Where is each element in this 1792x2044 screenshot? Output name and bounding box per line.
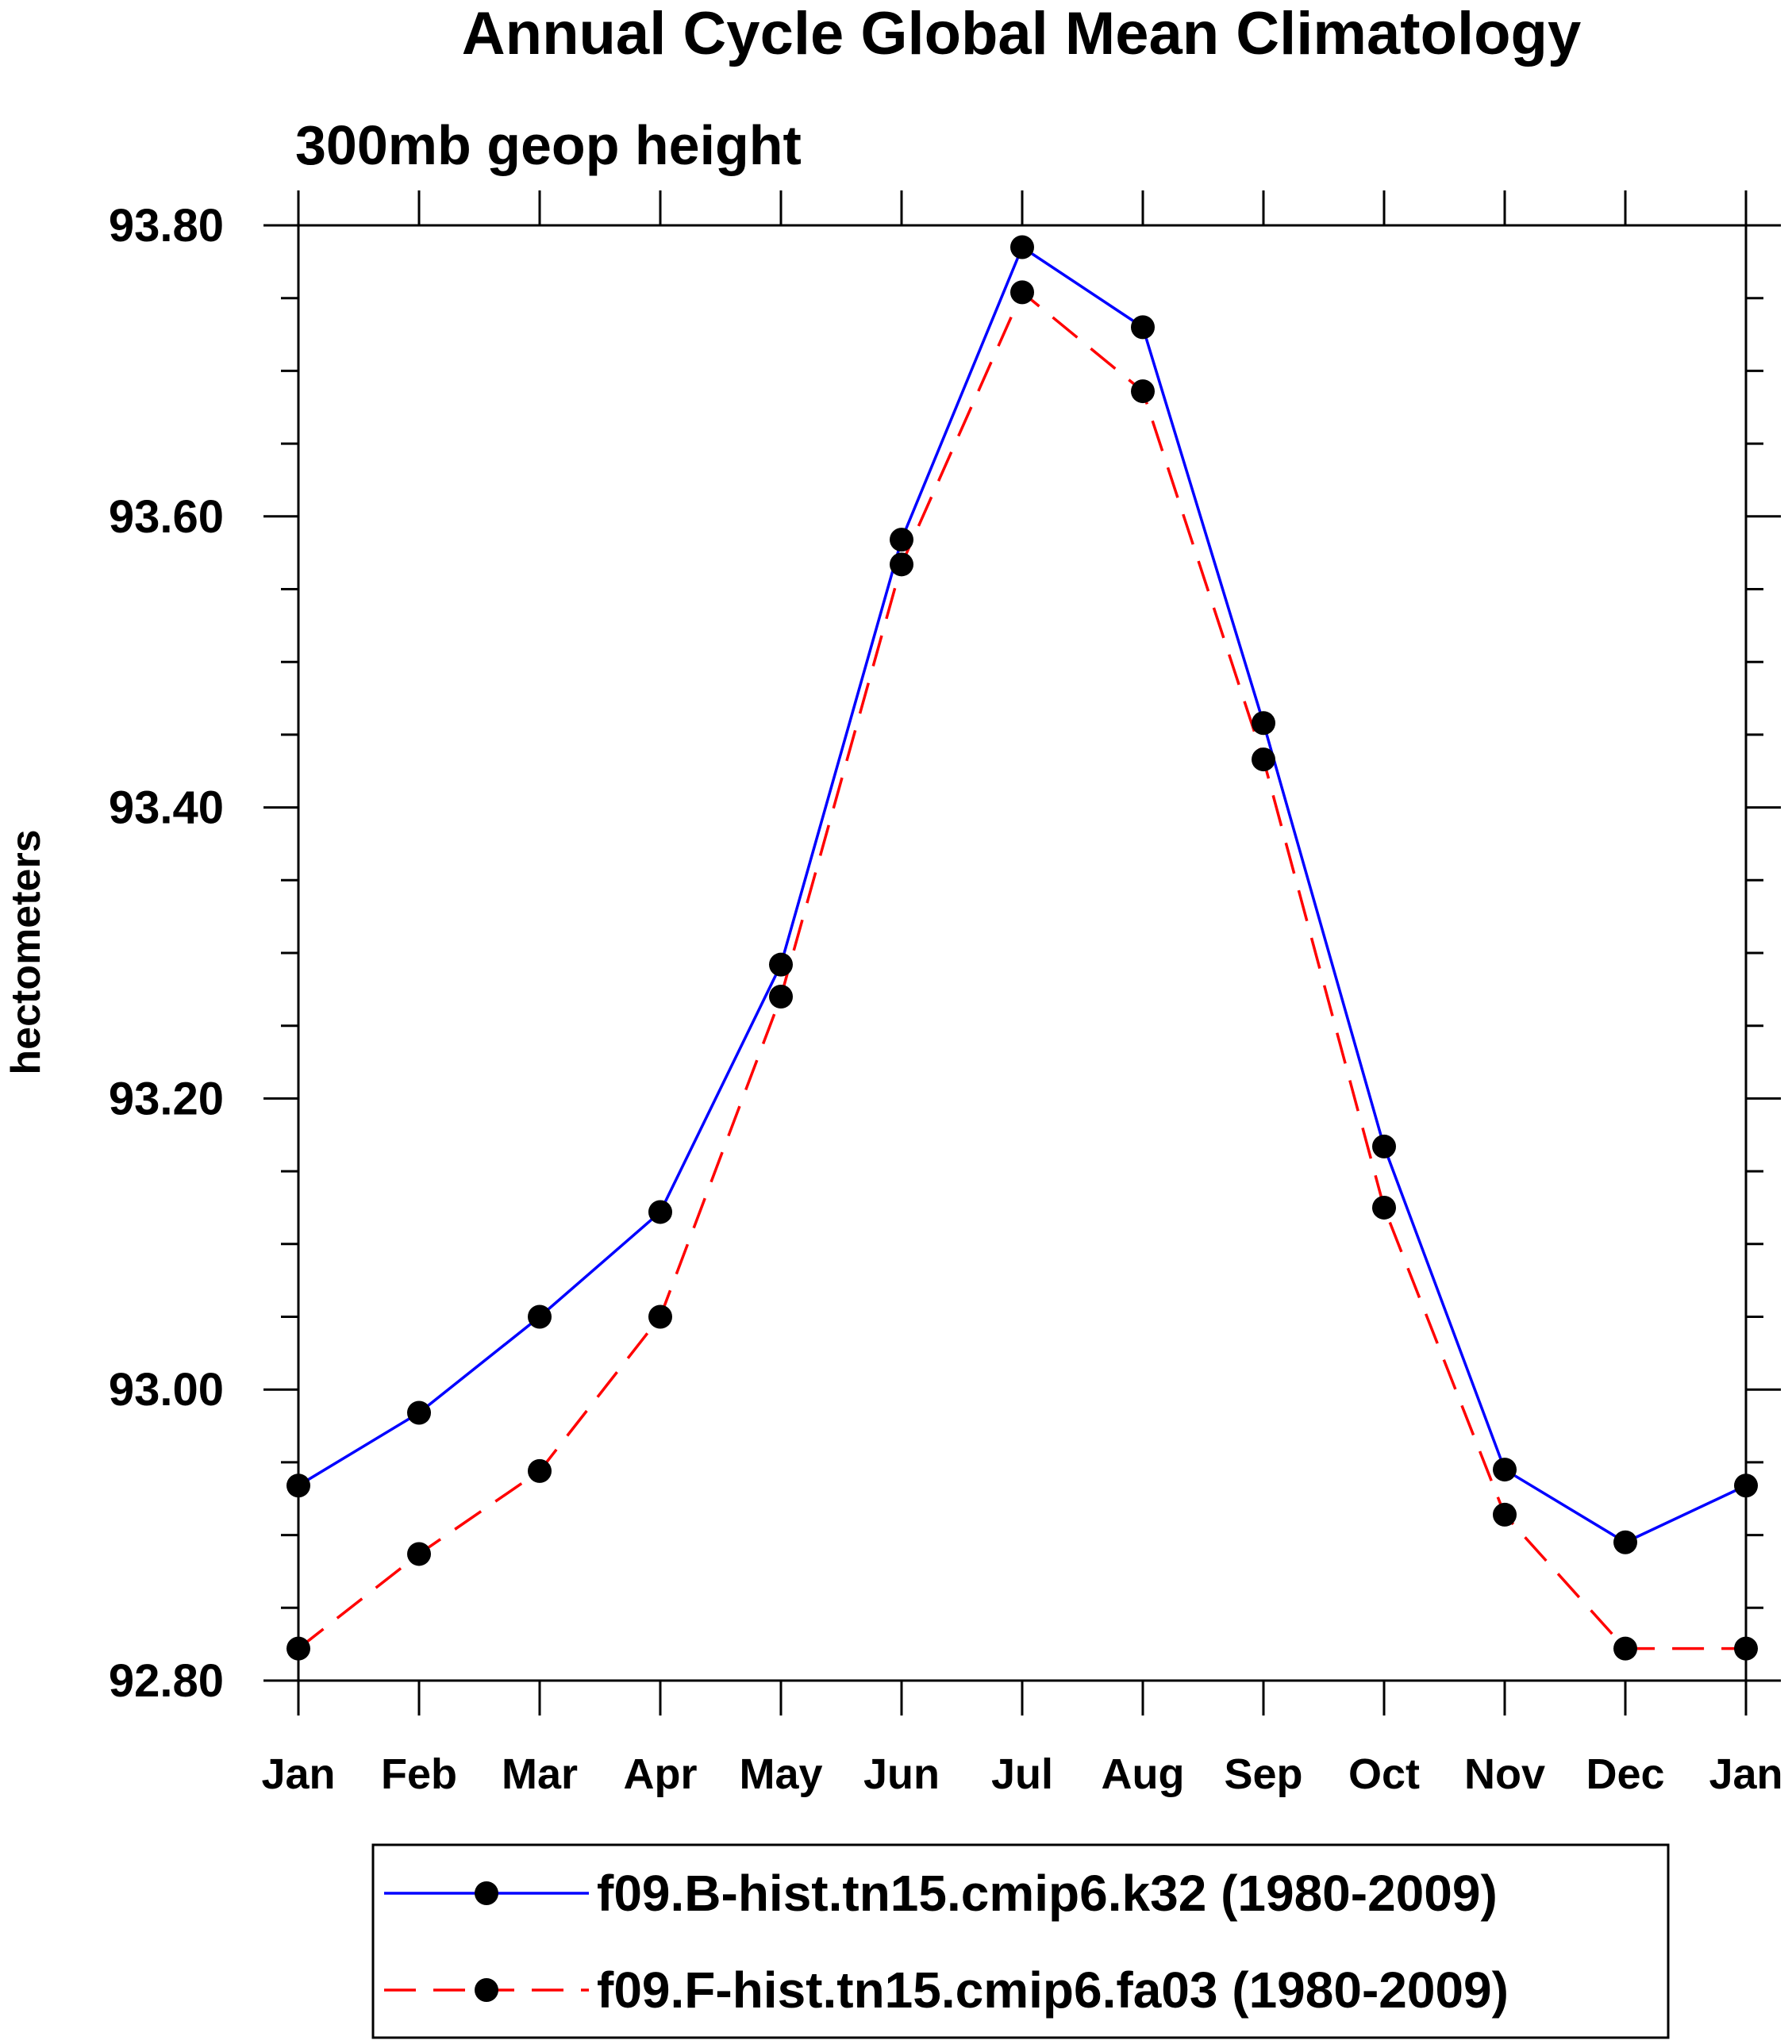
series-point [890,528,913,552]
series-line [298,244,1747,1544]
series-point [648,1200,672,1224]
series-point [286,1473,310,1498]
x-tick-label: May [739,1750,822,1798]
series-point [1252,711,1275,736]
series-point [1372,1134,1396,1158]
series-point [528,1458,552,1483]
x-tick-label: Jan [1709,1750,1782,1798]
x-tick-label: Sep [1224,1750,1302,1798]
y-tick-label: 93.40 [109,782,224,834]
legend-entry-label: f09.F-hist.tn15.cmip6.fa03 (1980-2009) [597,1961,1509,2019]
x-tick-label: Nov [1464,1750,1545,1798]
x-tick-label: Jun [863,1750,940,1798]
series-point [769,952,793,977]
y-tick-label: 92.80 [109,1655,224,1707]
x-tick-label: Aug [1102,1750,1185,1798]
series-point [1734,1473,1758,1498]
series-point [769,985,793,1009]
x-tick-label: Feb [381,1750,457,1798]
series-point [1131,315,1155,340]
x-tick-label: Mar [502,1750,578,1798]
legend-marker [475,1978,498,2002]
series-point [1010,280,1034,305]
x-tick-label: Oct [1348,1750,1420,1798]
y-tick-label: 93.20 [109,1073,224,1124]
series-point [528,1304,552,1329]
series-point [648,1304,672,1329]
series-point [407,1400,431,1425]
series-point [1372,1195,1396,1220]
x-tick-label: Jan [261,1750,335,1798]
chart-title: Annual Cycle Global Mean Climatology [462,0,1581,67]
series-point [1493,1502,1517,1527]
x-tick-label: Jul [991,1750,1053,1798]
x-tick-label: Dec [1586,1750,1664,1798]
series-point [1493,1458,1517,1482]
series-point [286,1636,310,1661]
plot-frame [297,224,1748,1682]
series-point [1613,1636,1637,1661]
series-point [1734,1636,1758,1661]
y-axis-label: hectometers [3,829,49,1074]
legend-marker [475,1881,498,1905]
y-tick-label: 93.60 [109,491,224,543]
legend: f09.B-hist.tn15.cmip6.k32 (1980-2009) f09… [371,1843,1670,2039]
x-tick-label: Apr [624,1750,698,1798]
y-tick-label: 93.80 [109,200,224,252]
series-point [1613,1530,1637,1554]
legend-box [371,1843,1670,2039]
series-layer [286,235,1758,1661]
series-point [1131,379,1155,404]
y-tick-label: 93.00 [109,1364,224,1416]
plot-axes: Jan Feb Mar Apr May Jun Jul Aug Sep Oct Nov Dec Jan 9… [109,190,1783,1798]
series-point [890,552,913,577]
chart-subtitle: 300mb geop height [295,114,802,176]
series-point [407,1542,431,1566]
series-point [1010,235,1034,259]
series-line [297,290,1746,1650]
legend-entry-label: f09.B-hist.tn15.cmip6.k32 (1980-2009) [597,1865,1498,1922]
series-point [1252,747,1275,772]
